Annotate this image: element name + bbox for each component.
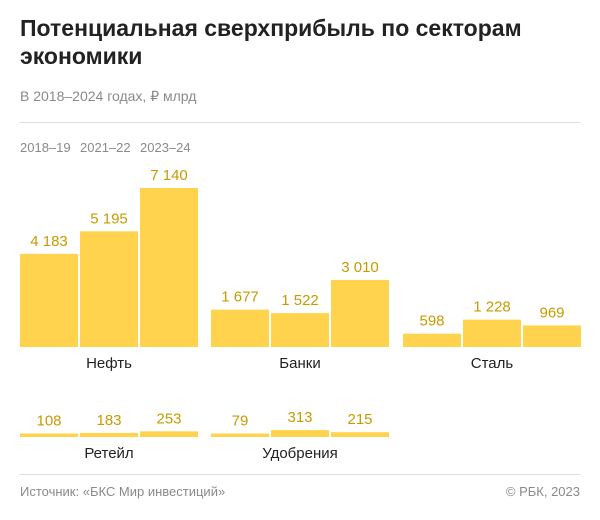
bar — [20, 253, 78, 347]
bar — [331, 279, 389, 347]
top-divider — [20, 122, 580, 123]
bar — [80, 432, 138, 437]
period-label: 2018–19 — [20, 140, 71, 155]
bar — [211, 309, 269, 347]
bar — [140, 188, 198, 347]
sector-label: Нефть — [86, 355, 132, 372]
value-label: 598 — [419, 313, 444, 330]
value-label: 1 522 — [281, 292, 319, 309]
value-label: 313 — [287, 409, 312, 426]
value-label: 1 228 — [473, 299, 511, 316]
value-label: 969 — [539, 304, 564, 321]
value-label: 4 183 — [30, 233, 68, 250]
bar — [271, 313, 329, 347]
bar — [211, 433, 269, 437]
value-label: 253 — [156, 410, 181, 427]
value-label: 1 677 — [221, 289, 259, 306]
value-label: 108 — [36, 413, 61, 430]
sector-label: Банки — [279, 355, 320, 372]
value-label: 3 010 — [341, 259, 379, 276]
value-label: 7 140 — [150, 167, 188, 184]
bar — [523, 325, 581, 347]
sector-label: Ретейл — [84, 445, 133, 462]
value-label: 79 — [232, 413, 249, 430]
bar — [403, 333, 461, 347]
bar — [463, 319, 521, 347]
bar — [331, 432, 389, 437]
source-note: Источник: «БКС Мир инвестиций» — [20, 484, 226, 499]
period-label: 2021–22 — [80, 140, 131, 155]
bar — [80, 231, 138, 347]
value-label: 215 — [347, 411, 372, 428]
chart-title: Потенциальная сверхприбыль по секторам э… — [20, 15, 522, 69]
sector-label: Сталь — [471, 355, 514, 372]
bar — [140, 431, 198, 437]
copyright: © РБК, 2023 — [505, 484, 580, 499]
value-label: 183 — [96, 412, 121, 429]
period-label: 2023–24 — [140, 140, 191, 155]
chart-subtitle: В 2018–2024 годах, ₽ млрд — [20, 88, 197, 104]
bar — [271, 430, 329, 437]
sector-label: Удобрения — [262, 445, 338, 462]
bottom-divider — [20, 474, 580, 475]
value-label: 5 195 — [90, 210, 128, 227]
bar — [20, 433, 78, 437]
